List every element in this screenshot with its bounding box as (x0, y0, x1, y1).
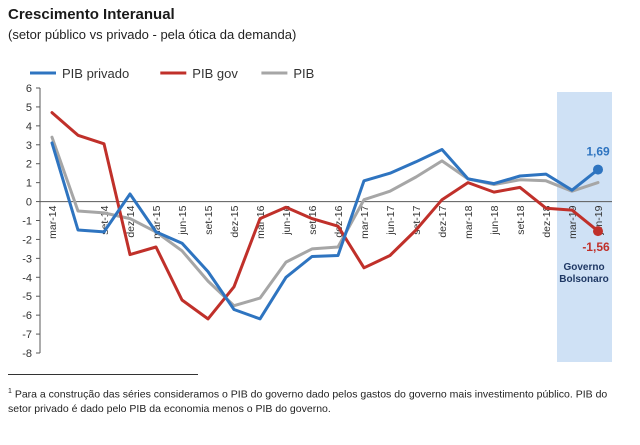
footnote-marker: 1 (8, 388, 12, 395)
x-tick-label: dez-16 (333, 205, 345, 237)
legend-label: PIB gov (192, 66, 238, 81)
chart-title: Crescimento Interanual (8, 6, 175, 23)
y-tick-label: 3 (26, 140, 32, 152)
y-tick-label: -3 (22, 253, 32, 265)
y-tick-label: -2 (22, 234, 32, 246)
data-label-pib-privado: 1,69 (586, 145, 610, 159)
y-tick-label: -7 (22, 329, 32, 341)
x-tick-label: set-15 (203, 205, 215, 234)
x-tick-label: jun-18 (489, 205, 501, 235)
y-tick-label: 2 (26, 159, 32, 171)
chart-subtitle: (setor público vs privado - pela ótica d… (8, 27, 297, 42)
x-tick-label: jun-15 (177, 205, 189, 235)
x-tick-label: mar-17 (359, 205, 371, 238)
footnote-divider (8, 374, 198, 375)
legend-label: PIB (293, 66, 314, 81)
series-line-pib (50, 135, 600, 308)
x-tick-label: dez-18 (541, 205, 553, 237)
end-point-pib-gov (593, 226, 603, 237)
series-line-pib-privado (50, 141, 600, 321)
x-tick-label: mar-14 (47, 205, 59, 238)
y-tick-label: -6 (22, 310, 32, 322)
y-tick-label: 6 (26, 83, 32, 95)
y-tick-label: 5 (26, 102, 32, 114)
x-tick-label: dez-14 (125, 205, 137, 237)
x-tick-label: mar-18 (463, 205, 475, 238)
shaded-region-label: Governo (563, 262, 604, 273)
x-tick-label: jun-16 (281, 205, 293, 235)
y-tick-label: -8 (22, 348, 32, 360)
x-tick-label: mar-16 (255, 205, 267, 238)
y-tick-label: 0 (26, 197, 32, 209)
series-line-pib-gov (50, 111, 600, 321)
x-tick-label: dez-15 (229, 205, 241, 237)
end-point-pib-privado (593, 164, 603, 175)
shaded-region-label: Bolsonaro (559, 274, 608, 285)
x-tick-label: jun-17 (385, 205, 397, 235)
footnote: 1 Para a construção das séries considera… (8, 385, 608, 416)
legend-label: PIB privado (62, 66, 129, 81)
footnote-text: Para a construção das séries consideramo… (8, 388, 608, 415)
y-tick-label: 1 (26, 178, 32, 190)
y-tick-label: 4 (26, 121, 32, 133)
shaded-region (557, 92, 612, 362)
x-tick-label: dez-17 (437, 205, 449, 237)
data-label-pib-gov: -1,56 (582, 240, 610, 254)
y-tick-label: -4 (22, 272, 32, 284)
y-tick-label: -1 (22, 216, 32, 228)
y-tick-label: -5 (22, 291, 32, 303)
x-tick-label: set-18 (515, 205, 527, 234)
